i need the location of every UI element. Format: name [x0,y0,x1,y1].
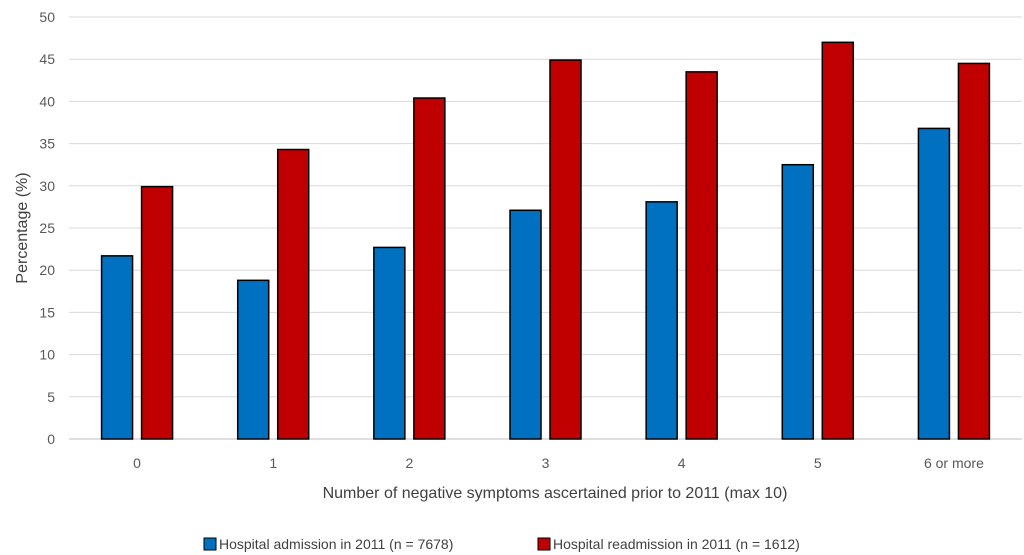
bar-series-1 [236,279,270,440]
bar-series-2 [413,97,446,440]
bars [100,41,991,440]
bar-series-1 [917,127,951,440]
legend-swatch [203,537,217,551]
x-tick-label: 3 [542,455,550,471]
x-tick-label: 4 [678,455,686,471]
y-tick-label: 5 [47,389,55,405]
y-tick-label: 50 [39,9,55,25]
x-axis-title: Number of negative symptoms ascertained … [323,485,788,502]
y-tick-label: 30 [39,178,55,194]
bar-series-2 [140,185,174,440]
legend-label: Hospital admission in 2011 (n = 7678) [219,536,453,552]
bar-series-2 [685,71,718,440]
x-tick-label: 1 [269,455,277,471]
bar-series-1 [509,209,542,440]
legend-swatch [537,537,551,551]
y-tick-label: 0 [47,431,55,447]
y-axis-title: Percentage (%) [14,172,31,283]
x-tick-labels: 0 1 2 3 4 5 6 or more [133,455,984,471]
x-tick-label: 0 [133,455,141,471]
y-tick-label: 35 [39,136,55,152]
y-tick-labels: 0 5 10 15 20 25 30 35 40 45 50 [39,9,55,447]
y-tick-label: 40 [39,93,55,109]
gridlines [69,16,1022,440]
legend: Hospital admission in 2011 (n = 7678) Hos… [203,536,800,552]
bar-series-2 [957,62,991,440]
x-tick-label: 5 [814,455,822,471]
y-tick-label: 25 [39,220,55,236]
bar-series-1 [373,246,406,440]
y-tick-label: 20 [39,262,55,278]
bar-series-1 [781,163,815,440]
bar-series-1 [100,255,134,440]
x-tick-label: 6 or more [924,455,984,471]
legend-label: Hospital readmission in 2011 (n = 1612) [553,536,800,552]
bar-series-2 [549,59,582,440]
y-tick-label: 15 [39,304,55,320]
y-tick-label: 10 [39,347,55,363]
bar-series-2 [821,41,855,440]
y-tick-label: 45 [39,51,55,67]
bar-series-1 [645,201,678,440]
bar-series-2 [276,148,310,440]
x-tick-label: 2 [405,455,413,471]
